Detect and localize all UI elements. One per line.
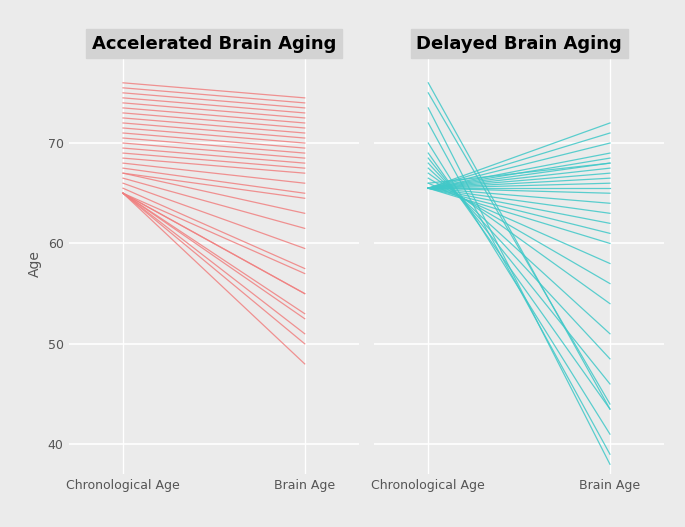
Title: Delayed Brain Aging: Delayed Brain Aging — [416, 35, 622, 53]
Y-axis label: Age: Age — [28, 250, 42, 277]
Title: Accelerated Brain Aging: Accelerated Brain Aging — [92, 35, 336, 53]
